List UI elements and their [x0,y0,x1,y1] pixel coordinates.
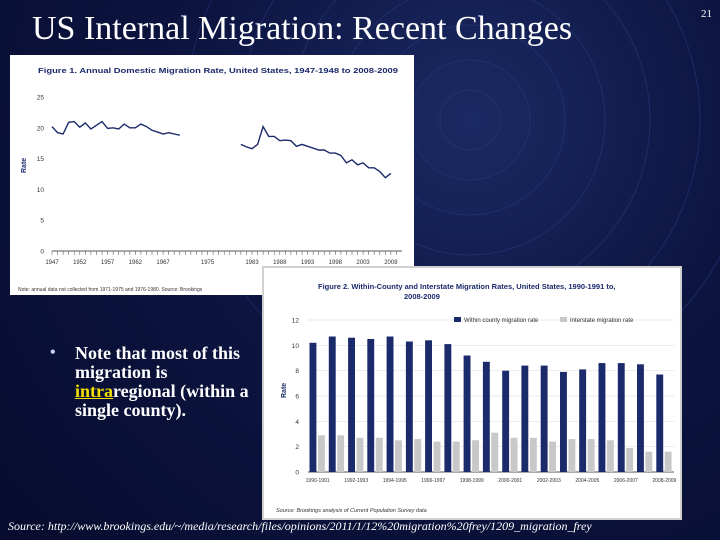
figure-1-x-tick: 1983 [245,260,259,266]
figure-1-series-line-1 [51,120,180,136]
figure-2-ylabel: Rate [281,383,288,398]
figure-1-x-tick: 1947 [45,260,59,266]
figure-1-x-tick: 1988 [273,260,287,266]
figure-2-bar-interstate [414,439,422,472]
figure-2-bar-interstate [549,441,556,472]
figure-2-title-line-2: 2008-2009 [404,292,440,301]
figure-1-y-tick: 5 [40,218,44,225]
bullet-text-suffix: regional (within a single county). [75,381,249,420]
figure-2-bar-within-county [521,365,529,472]
figure-2-bar-interstate [356,437,364,472]
figure-2-bar-interstate [606,440,614,472]
figure-2-legend-swatch [560,317,567,322]
figure-2-y-tick: 2 [295,444,299,451]
figure-1-y-tick: 10 [37,187,45,194]
figure-2-bar-within-county [579,369,587,472]
figure-2-title-line-1: Figure 2. Within-County and Interstate M… [318,282,615,291]
figure-2-bar-within-county [444,344,452,472]
figure-2-bar-within-county [405,341,413,472]
figure-1-y-tick: 20 [37,125,45,132]
figure-2-bar-interstate [568,439,576,472]
figure-2-y-tick: 12 [292,318,300,325]
slide-title: US Internal Migration: Recent Changes [32,10,573,47]
figure-2-bar-interstate [337,435,345,472]
figure-1-note: Note: annual data not collected from 197… [18,287,203,293]
figure-2-bar-interstate [395,440,402,472]
figure-2-bar-within-county [386,336,394,472]
figure-2-x-tick: 1992-1993 [344,478,368,484]
figure-2-x-tick: 1996-1997 [421,478,445,484]
figure-2-bar-within-county [328,336,336,472]
figure-2-bar-within-county [463,355,471,472]
figure-1-ylabel: Rate [21,158,28,173]
figure-2-x-tick: 2000-2001 [498,478,522,484]
figure-1-x-tick: 2008 [384,260,398,266]
figure-2-bar-within-county [482,361,490,472]
figure-2-chart: Figure 2. Within-County and Interstate M… [276,282,677,514]
figure-2-x-tick: 2004-2005 [575,478,599,484]
figure-1-y-tick: 25 [37,95,45,102]
figure-2-y-tick: 8 [295,368,299,375]
figure-1-x-tick: 1957 [101,260,115,266]
figure-2-bar-within-county [540,365,548,472]
figure-2-bar-within-county [367,339,375,472]
figure-2-bar-interstate [433,441,441,472]
figure-1-chart: Figure 1. Annual Domestic Migration Rate… [18,66,402,293]
figure-1-x-tick: 2003 [356,260,370,266]
figure-2-bar-within-county [560,371,567,472]
figure-2-bar-interstate [664,451,672,472]
figure-2-bar-within-county [637,364,644,472]
page-number: 21 [701,8,712,20]
bullet-dot-icon: • [50,344,56,361]
figure-2-legend-label: Within county migration rate [464,318,539,324]
figure-2-bar-interstate [626,447,634,472]
figure-1-x-tick: 1952 [73,260,87,266]
figure-2-legend-label: Interstate migration rate [570,318,634,324]
figure-1-x-tick: 1967 [156,260,170,266]
figure-2-bar-interstate [645,451,653,472]
figure-2-x-tick: 2006-2007 [614,478,638,484]
figure-2-bar-interstate [375,437,383,472]
figure-2-legend-swatch [454,317,461,322]
figure-2-title: Figure 2. Within-County and Interstate M… [318,282,615,301]
figure-2-y-tick: 6 [295,394,299,401]
figure-1-x-tick: 1962 [129,260,143,266]
figure-2-x-tick: 2008-2009 [652,478,676,484]
figure-2-bar-interstate [491,432,499,472]
figure-1-series-line-2 [240,124,392,179]
figure-2-bar-interstate [510,437,518,472]
figure-2-x-tick: 2002-2003 [537,478,561,484]
figure-1-panel: Figure 1. Annual Domestic Migration Rate… [10,55,414,295]
bullet-text-prefix: Note that most of this migration is [75,343,240,382]
source-citation: Source: http://www.brookings.edu/~/media… [8,519,592,533]
figure-2-y-tick: 10 [292,343,300,350]
figure-2-bar-within-county [348,337,355,472]
figure-2-y-tick: 0 [295,470,299,477]
figure-2-x-tick: 1990-1991 [306,478,330,484]
bullet-text: Note that most of this migration is intr… [75,344,265,420]
figure-1-y-tick: 0 [40,249,44,256]
figure-2-bar-interstate [318,435,325,472]
figure-2-bar-interstate [452,441,460,472]
figure-2-x-tick: 1994-1995 [383,478,407,484]
figure-1-y-tick: 15 [37,156,45,163]
figure-2-source: Source: Brookings analysis of Current Po… [276,508,427,514]
figure-1-x-tick: 1998 [329,260,343,266]
figure-1-x-tick: 1993 [301,260,315,266]
figure-2-bar-within-county [425,340,432,472]
figure-2-bar-interstate [587,439,595,472]
figure-2-bar-within-county [656,374,664,472]
figure-2-bar-within-county [598,363,606,472]
figure-2-y-tick: 4 [295,419,299,426]
figure-2-bar-interstate [529,437,537,472]
figure-2-bar-within-county [502,370,510,472]
bullet-highlight: intra [75,381,113,401]
figure-1-x-tick: 1975 [201,260,215,266]
figure-1-title: Figure 1. Annual Domestic Migration Rate… [38,66,398,75]
figure-2-bar-within-county [617,363,625,472]
figure-2-x-tick: 1998-1999 [460,478,484,484]
figure-2-bar-within-county [309,342,317,472]
figure-2-bar-interstate [472,440,479,472]
figure-2-panel: Figure 2. Within-County and Interstate M… [262,266,682,520]
